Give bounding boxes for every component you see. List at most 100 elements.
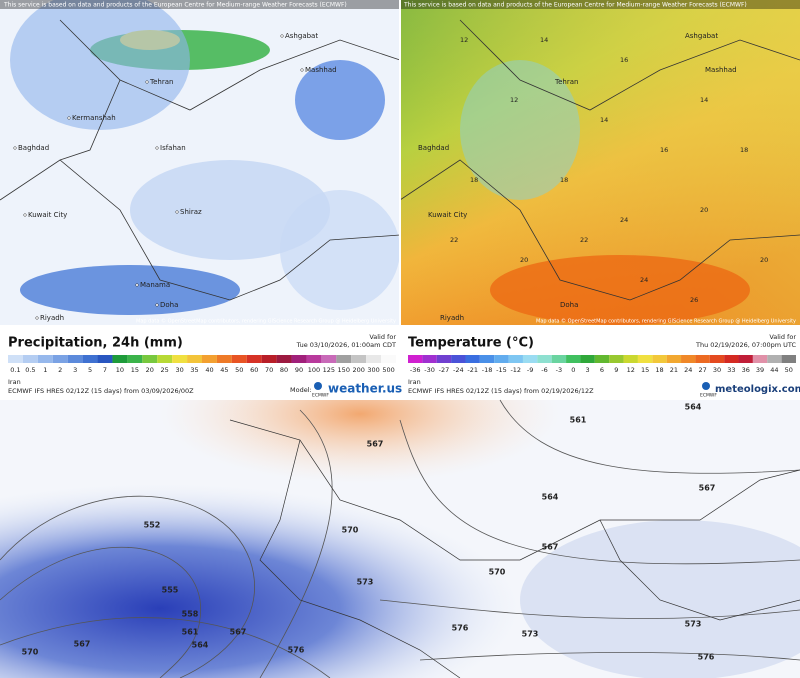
model-label: Model:	[290, 386, 312, 394]
precip-area	[295, 60, 385, 140]
contour-label: 570	[342, 526, 359, 535]
temperature-label: 12	[460, 36, 468, 44]
tick-label: 9	[614, 366, 618, 374]
tick-label: 3	[586, 366, 590, 374]
brand[interactable]: weather.us	[328, 382, 402, 396]
color-swatch	[202, 355, 217, 363]
border	[599, 519, 800, 621]
tick-label: 25	[161, 366, 169, 374]
contour-label: 567	[367, 440, 384, 449]
color-swatch	[522, 355, 538, 363]
contour-label: 567	[74, 640, 91, 649]
tick-label: 125	[323, 366, 335, 374]
border	[229, 419, 800, 561]
city-dot	[135, 283, 139, 287]
city-dot	[175, 210, 179, 214]
color-swatch	[566, 355, 581, 363]
tick-label: -6	[541, 366, 547, 374]
temperature-label: 20	[760, 256, 768, 264]
color-swatch	[724, 355, 739, 363]
border	[259, 439, 461, 678]
tick-label: 60	[250, 366, 258, 374]
contour	[0, 617, 331, 678]
warm-area	[490, 255, 750, 325]
contour-label: 570	[489, 568, 506, 577]
attribution-bar	[0, 0, 400, 9]
temperature-label: 26	[690, 296, 698, 304]
borders	[229, 419, 800, 678]
color-swatch	[738, 355, 753, 363]
tick-label: 7	[103, 366, 107, 374]
color-swatch	[781, 355, 796, 363]
city-label: Kuwait City	[28, 211, 67, 219]
color-swatch	[172, 355, 188, 363]
color-swatch	[436, 355, 452, 363]
temperature-label: 18	[740, 146, 748, 154]
model-run: ECMWF IFS HRES 02/12Z (15 days) from 02/…	[408, 387, 594, 395]
contour-label: 573	[522, 630, 539, 639]
tick-label: -3	[556, 366, 562, 374]
attribution: This service is based on data and produc…	[403, 2, 747, 9]
tick-label: -15	[496, 366, 507, 374]
tick-label: -36	[410, 366, 421, 374]
tick-label: 80	[280, 366, 288, 374]
tick-label: 300	[367, 366, 379, 374]
contour-label: 567	[699, 484, 716, 493]
tick-label: 0.5	[25, 366, 35, 374]
valid-label: Valid for	[769, 333, 796, 341]
color-swatch	[494, 355, 509, 363]
tick-label: 35	[190, 366, 198, 374]
color-swatch	[127, 355, 143, 363]
valid-time: Tue 03/10/2026, 01:00am CDT	[296, 341, 396, 349]
brand[interactable]: meteologix.com	[715, 384, 800, 395]
tick-label: 40	[205, 366, 213, 374]
color-swatch	[216, 355, 232, 363]
tick-label: 45	[220, 366, 228, 374]
temperature-label: 20	[700, 206, 708, 214]
city-label: Shiraz	[180, 208, 202, 216]
color-swatch	[551, 355, 567, 363]
color-swatch	[580, 355, 595, 363]
model-short: ECMWF	[700, 393, 717, 399]
tick-label: 0.1	[10, 366, 20, 374]
model-short: ECMWF	[312, 393, 329, 399]
contour-label: 558	[182, 610, 199, 619]
color-swatch	[187, 355, 202, 363]
color-swatch	[231, 355, 247, 363]
contour-label: 567	[230, 628, 247, 637]
color-swatch	[752, 355, 768, 363]
color-swatch	[709, 355, 725, 363]
city-dot	[300, 68, 304, 72]
color-swatch	[366, 355, 382, 363]
city-dot	[67, 116, 71, 120]
city-label: Ashgabat	[285, 32, 318, 40]
tick-label: 70	[265, 366, 273, 374]
tick-label: -27	[439, 366, 450, 374]
color-swatch	[261, 355, 277, 363]
precip-area	[10, 0, 190, 130]
border	[399, 159, 800, 301]
tick-label: -18	[482, 366, 493, 374]
temperature-label: 20	[520, 256, 528, 264]
tick-label: -30	[424, 366, 435, 374]
city-label: Mashhad	[305, 66, 337, 74]
temperature-label: 16	[660, 146, 668, 154]
contour	[259, 409, 333, 678]
model-logo	[702, 382, 710, 390]
geopotential-map: 561 564 567 552 570 564 567 567 555 573 570 558 561 5…	[0, 399, 800, 678]
city-label: Riyadh	[40, 314, 64, 322]
color-swatch	[652, 355, 667, 363]
city-label: Riyadh	[440, 314, 464, 322]
temperature-label: 22	[450, 236, 458, 244]
tick-label: 39	[756, 366, 764, 374]
tick-label: 24	[684, 366, 692, 374]
tick-label: 18	[655, 366, 663, 374]
color-swatch	[681, 355, 696, 363]
city-dot	[35, 316, 39, 320]
tick-label: 100	[308, 366, 320, 374]
legend-title: Precipitation, 24h (mm)	[8, 336, 183, 351]
tick-label: 10	[116, 366, 124, 374]
temperature-label: 14	[700, 96, 708, 104]
city-label: Baghdad	[418, 144, 449, 152]
contour	[399, 419, 800, 565]
